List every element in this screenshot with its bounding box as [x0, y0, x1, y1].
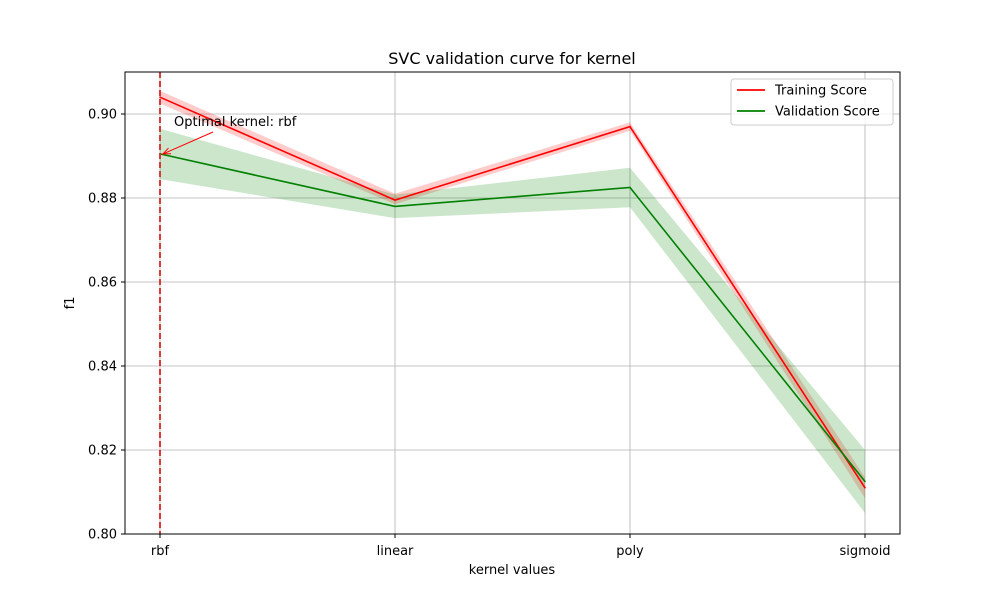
series-0-point: [159, 96, 161, 98]
x-tick-label: linear: [377, 544, 414, 559]
chart-title: SVC validation curve for kernel: [388, 49, 635, 68]
y-tick-label: 0.82: [88, 444, 117, 459]
legend-box: [730, 78, 894, 126]
y-axis-title: f1: [63, 297, 78, 310]
legend-label-1: Validation Score: [775, 105, 880, 120]
x-tick-label: sigmoid: [839, 544, 890, 559]
series-1-line: [159, 153, 866, 482]
series-1-point: [394, 205, 396, 208]
plot-area: Optimal kernel: rbf 0.80 0.82 0.84 0.86 0.88 0…: [88, 71, 901, 559]
x-tick-label: rbf: [151, 544, 170, 559]
series-0-point: [864, 487, 866, 489]
y-tick-label: 0.84: [88, 360, 117, 375]
series-0-line: [159, 96, 866, 489]
y-tick-label: 0.90: [88, 108, 117, 123]
series-1-point: [864, 480, 866, 483]
y-tick-label: 0.86: [88, 276, 117, 291]
series-1-point: [629, 186, 631, 189]
series-1-band: [160, 128, 865, 513]
series-0-point: [394, 199, 396, 201]
annotation-arrow-line: [162, 131, 214, 155]
y-tick-label: 0.80: [88, 528, 117, 543]
y-tick-label: 0.88: [88, 192, 117, 207]
series-0-band: [160, 90, 865, 499]
annotation-text: Optimal kernel: rbf: [174, 115, 297, 130]
x-tick-label: poly: [616, 544, 644, 559]
plot-frame: [124, 71, 901, 535]
legend-label-0: Training Score: [774, 84, 867, 99]
x-axis-title: kernel values: [469, 563, 556, 578]
annotation-arrowhead: [161, 147, 172, 155]
series-0-point: [629, 125, 631, 128]
